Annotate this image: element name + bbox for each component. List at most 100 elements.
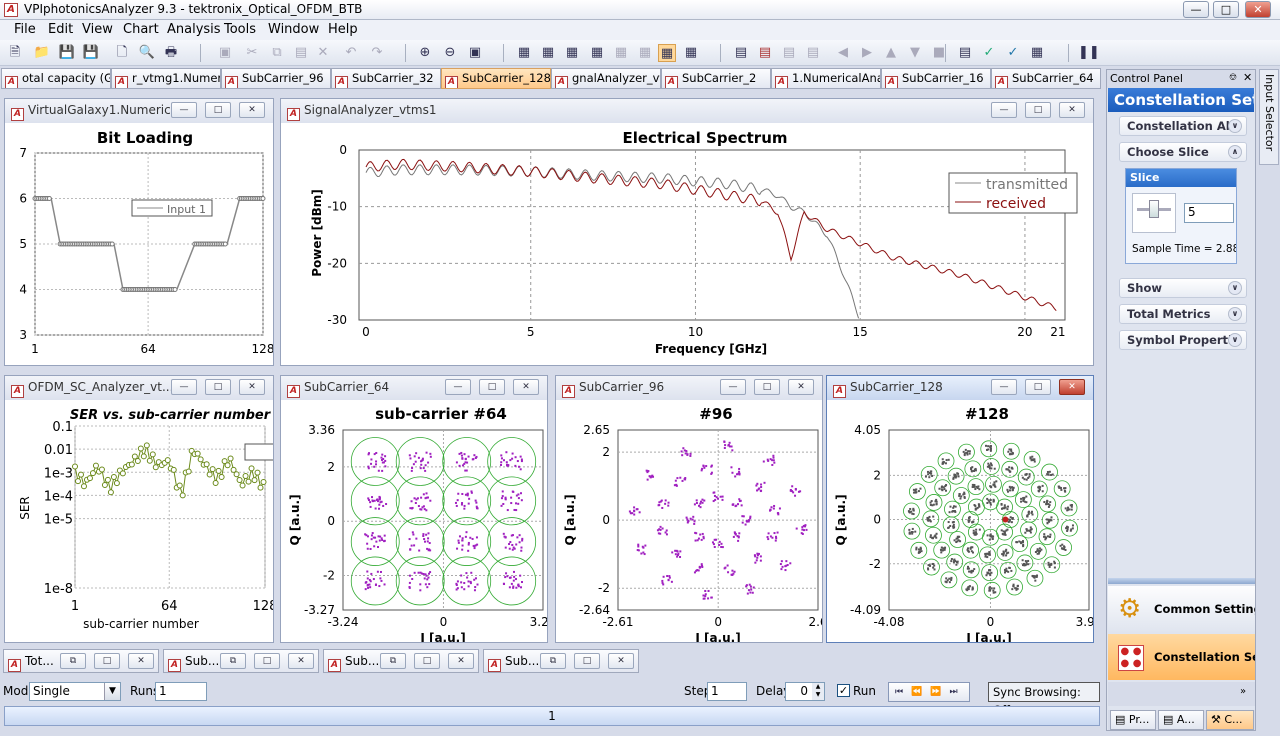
- measure-icon[interactable]: ▤: [958, 45, 972, 60]
- layout-4-icon[interactable]: ▦: [590, 45, 604, 60]
- doc-tab-7[interactable]: A1.NumericalAnaly: [771, 68, 881, 89]
- copy-chart-icon[interactable]: 🗋: [116, 45, 128, 60]
- restore-button[interactable]: ⧉: [220, 653, 246, 669]
- common-settings-button[interactable]: ⚙ Common Settings: [1108, 586, 1255, 632]
- delay-spinner[interactable]: 0 ▲ ▼: [785, 682, 825, 701]
- grid-layout-icon[interactable]: ▦: [658, 44, 676, 62]
- zoom-fit-icon[interactable]: ▣: [468, 45, 482, 60]
- redo-icon[interactable]: ↷: [371, 45, 383, 60]
- splitter[interactable]: [1108, 578, 1255, 584]
- print-icon[interactable]: 🖶: [164, 45, 178, 60]
- maximize-button[interactable]: □: [254, 653, 280, 669]
- section-choose-slice[interactable]: Choose Slice ∧: [1119, 142, 1247, 162]
- mode-select[interactable]: Single ▼: [29, 682, 121, 701]
- section-show[interactable]: Show ∨: [1119, 278, 1247, 298]
- columns-icon[interactable]: ❚❚: [1078, 45, 1100, 60]
- close-button[interactable]: ✕: [448, 653, 474, 669]
- constellation-settings-button[interactable]: ● ●● ● Constellation Sett: [1108, 634, 1255, 680]
- restore-button[interactable]: ⧉: [540, 653, 566, 669]
- panel-minimize-button[interactable]: —: [445, 379, 471, 395]
- page-bar[interactable]: 1: [4, 706, 1100, 726]
- panel-close-button[interactable]: ✕: [788, 379, 814, 395]
- print-preview-icon[interactable]: 🔍: [138, 45, 156, 60]
- table-icon[interactable]: ▦: [1030, 45, 1044, 60]
- cp-tab-properties[interactable]: ▤ Pr...: [1110, 710, 1156, 730]
- pin-icon[interactable]: ⎊: [1229, 72, 1237, 83]
- nav-end-icon[interactable]: ■: [932, 45, 946, 60]
- sync-browsing-button[interactable]: Sync Browsing: Off: [988, 682, 1100, 717]
- new-file-icon[interactable]: 🗎: [9, 45, 21, 60]
- doc-tab-1[interactable]: Ar_vtmg1.Numerica: [111, 68, 221, 89]
- layout-3-icon[interactable]: ▦: [565, 45, 579, 60]
- doc-tab-4[interactable]: A SubCarrier_128: [441, 68, 551, 89]
- doc-tab-3[interactable]: A SubCarrier_32: [331, 68, 441, 89]
- panel-minimize-button[interactable]: —: [171, 102, 197, 118]
- layout-1-icon[interactable]: ▦: [517, 45, 531, 60]
- nav-up-icon[interactable]: ▲: [886, 45, 896, 60]
- menu-window[interactable]: Window: [268, 22, 320, 37]
- minimize-button[interactable]: —: [1183, 1, 1209, 18]
- panel-close-button[interactable]: ✕: [239, 379, 265, 395]
- menu-file[interactable]: File: [14, 22, 36, 37]
- doc-tab-2[interactable]: A SubCarrier_96: [221, 68, 331, 89]
- run-checkbox[interactable]: ✓: [837, 684, 850, 697]
- panel-restore-button[interactable]: □: [205, 379, 231, 395]
- panel-restore-button[interactable]: □: [754, 379, 780, 395]
- input-selector-tab[interactable]: Input Selector: [1259, 69, 1279, 165]
- curve-icon[interactable]: ✓: [983, 45, 995, 60]
- zoom-out-icon[interactable]: ⊖: [444, 45, 456, 60]
- expand-icon[interactable]: »: [1240, 686, 1247, 697]
- curve-2-icon[interactable]: ✓: [1007, 45, 1019, 60]
- layout-5-icon[interactable]: ▦: [614, 45, 628, 60]
- panel-minimize-button[interactable]: —: [991, 379, 1017, 395]
- cut-icon[interactable]: ✂: [246, 45, 258, 60]
- menu-view[interactable]: View: [82, 22, 113, 37]
- open-folder-icon[interactable]: 📁: [33, 45, 51, 60]
- close-button[interactable]: ✕: [1245, 1, 1271, 18]
- chart-type-2-icon[interactable]: ▤: [758, 45, 772, 60]
- maximize-button[interactable]: □: [1213, 1, 1239, 18]
- menu-analysis[interactable]: Analysis: [167, 22, 221, 37]
- restore-button[interactable]: ⧉: [380, 653, 406, 669]
- slice-slider[interactable]: [1132, 193, 1176, 233]
- panel-restore-button[interactable]: □: [479, 379, 505, 395]
- tile-icon[interactable]: ▦: [684, 45, 698, 60]
- runs-input[interactable]: 1: [155, 682, 207, 701]
- zoom-in-icon[interactable]: ⊕: [419, 45, 431, 60]
- menu-tools[interactable]: Tools: [224, 22, 257, 37]
- save-icon[interactable]: 💾: [58, 45, 76, 60]
- panel-close-button[interactable]: ✕: [1059, 379, 1085, 395]
- save-all-icon[interactable]: 💾: [82, 45, 100, 60]
- nav-right-icon[interactable]: ▶: [862, 45, 872, 60]
- maximize-button[interactable]: □: [414, 653, 440, 669]
- paste-icon[interactable]: ▤: [294, 45, 308, 60]
- nav-down-icon[interactable]: ▼: [910, 45, 920, 60]
- layout-2-icon[interactable]: ▦: [541, 45, 555, 60]
- panel-close-button[interactable]: ✕: [239, 102, 265, 118]
- maximize-button[interactable]: □: [574, 653, 600, 669]
- section-total-metrics[interactable]: Total Metrics ∨: [1119, 304, 1247, 324]
- menu-chart[interactable]: Chart: [123, 22, 159, 37]
- close-button[interactable]: ✕: [128, 653, 154, 669]
- slice-value-input[interactable]: 5: [1184, 203, 1234, 223]
- panel-minimize-button[interactable]: —: [171, 379, 197, 395]
- properties-icon[interactable]: ▣: [218, 45, 232, 60]
- minimized-window-1[interactable]: A Sub... ⧉ □ ✕: [163, 649, 319, 673]
- restore-button[interactable]: ⧉: [60, 653, 86, 669]
- panel-restore-button[interactable]: □: [1025, 102, 1051, 118]
- panel-minimize-button[interactable]: —: [991, 102, 1017, 118]
- delete-icon[interactable]: ✕: [317, 45, 329, 60]
- panel-close-button[interactable]: ✕: [1059, 102, 1085, 118]
- cp-tab-analysis[interactable]: ▤ A...: [1158, 710, 1204, 730]
- doc-tab-8[interactable]: A SubCarrier_16: [881, 68, 991, 89]
- section-symbol-properties[interactable]: Symbol Properti ∨: [1119, 330, 1247, 350]
- step-input[interactable]: 1: [707, 682, 747, 701]
- chart-type-1-icon[interactable]: ▤: [734, 45, 748, 60]
- menu-edit[interactable]: Edit: [48, 22, 74, 37]
- minimized-window-2[interactable]: A Sub... ⧉ □ ✕: [323, 649, 479, 673]
- section-constellation-alignment[interactable]: Constellation Ali ∨: [1119, 116, 1247, 136]
- nav-left-icon[interactable]: ◀: [838, 45, 848, 60]
- undo-icon[interactable]: ↶: [345, 45, 357, 60]
